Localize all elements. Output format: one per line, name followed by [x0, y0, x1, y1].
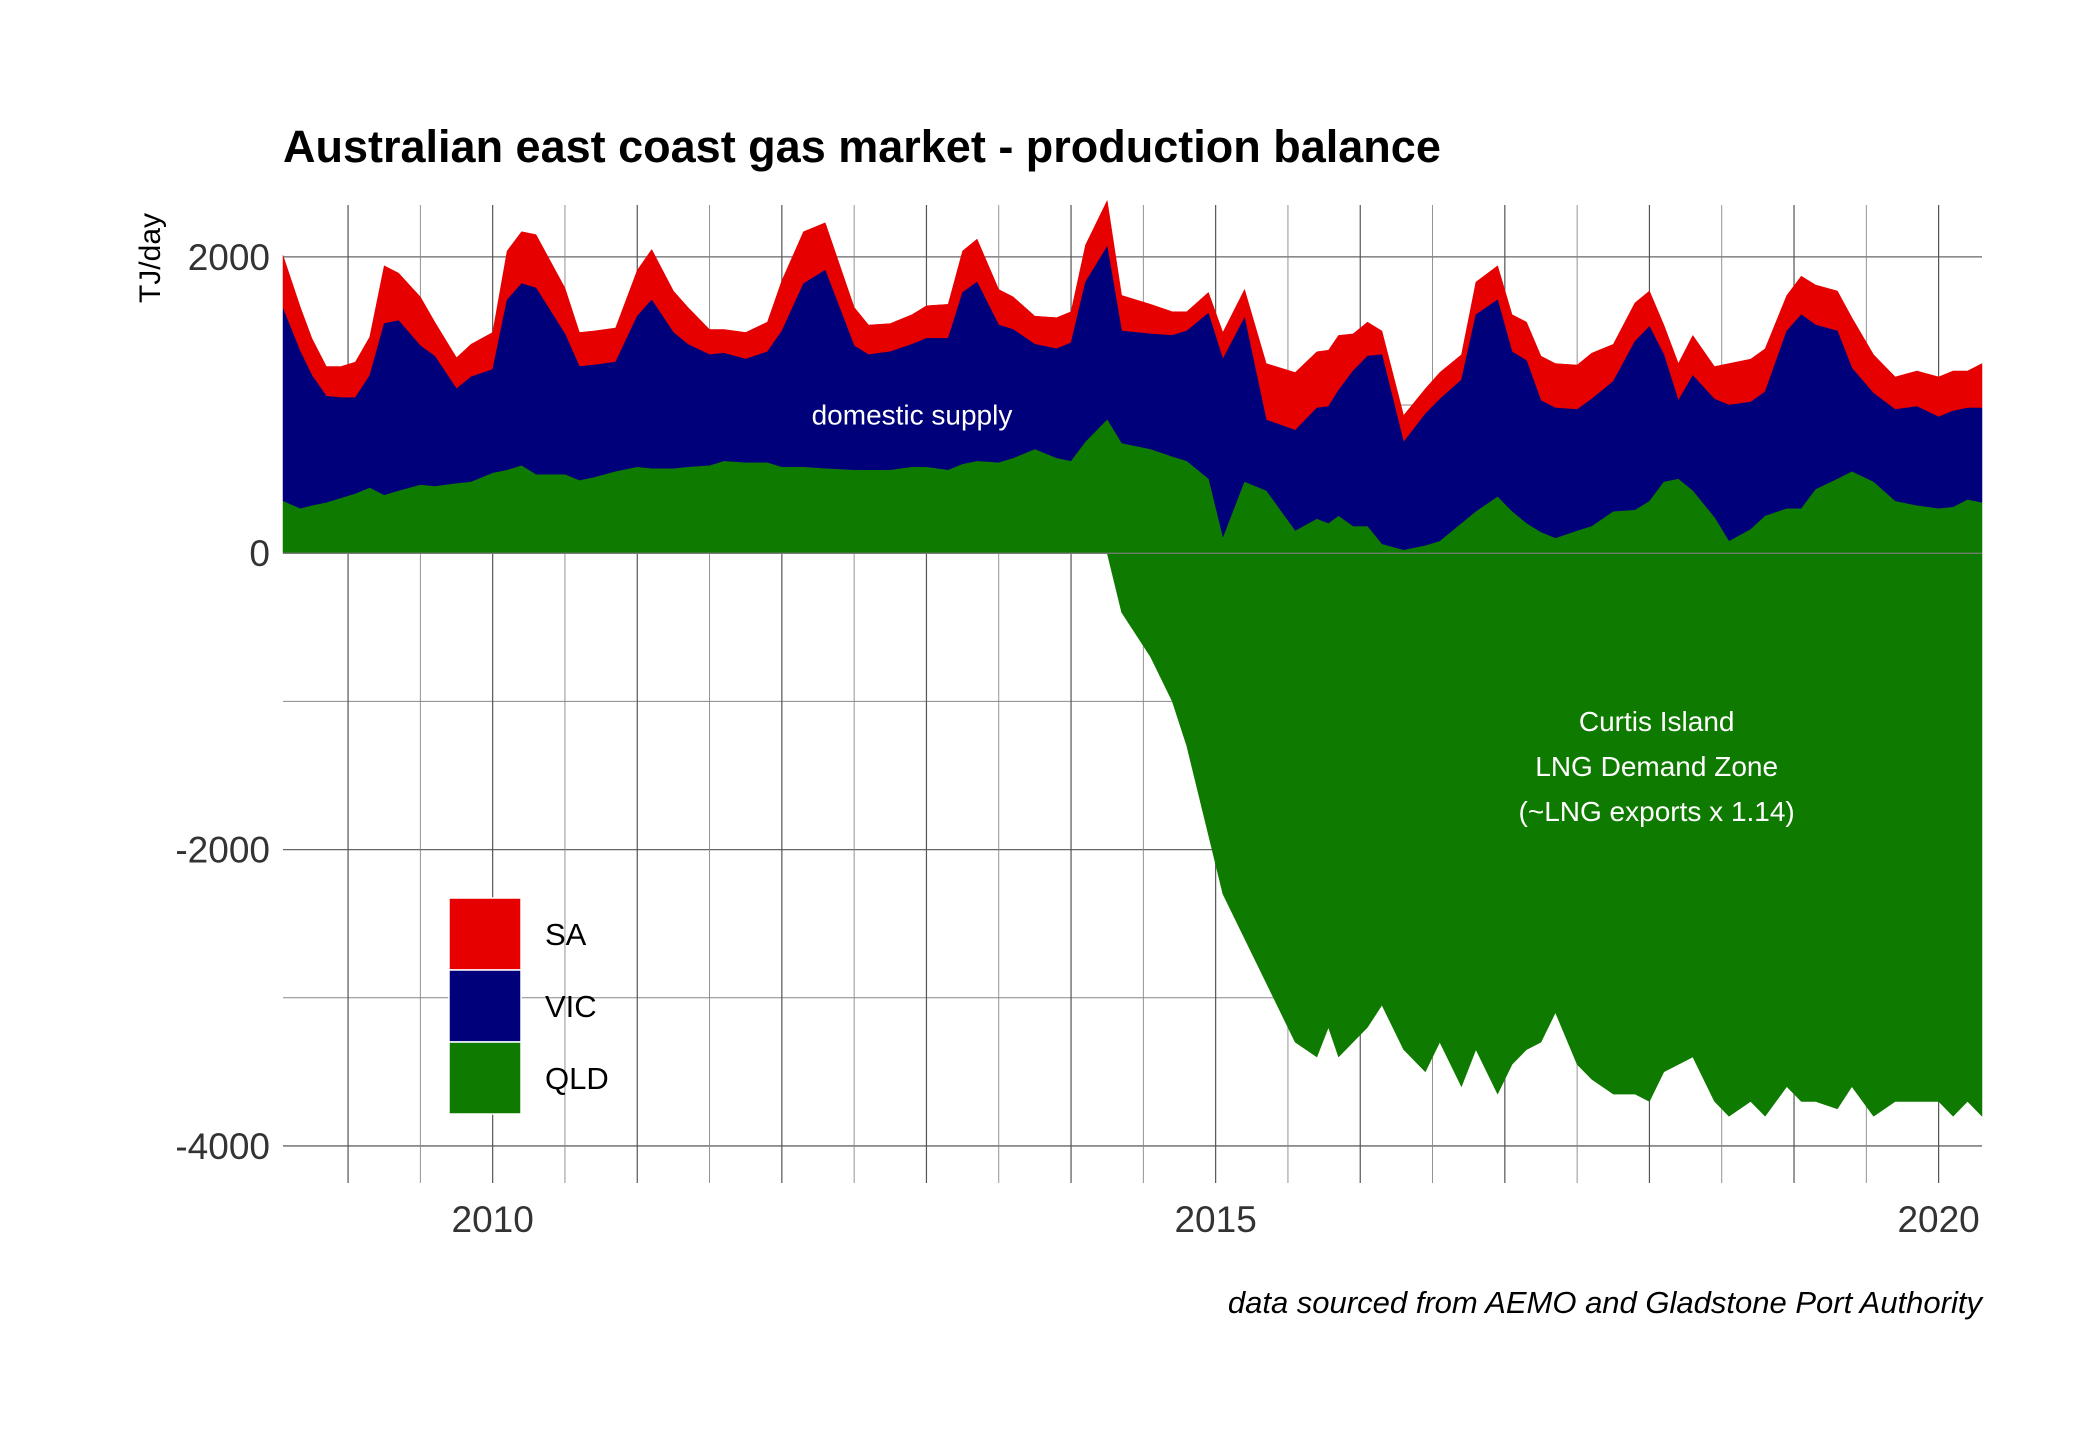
x-tick-label: 2015 — [1174, 1199, 1256, 1240]
legend-label-vic: VIC — [545, 989, 597, 1024]
y-tick-label: -2000 — [175, 830, 270, 871]
chart-title: Australian east coast gas market - produ… — [283, 121, 1441, 172]
axes: 2000 0 -2000 -4000 2010 2015 2020 — [175, 237, 1979, 1240]
annotation-1-line-0: Curtis Island — [1579, 706, 1735, 737]
y-axis-label: TJ/day — [134, 213, 167, 303]
annotation-1-line-1: LNG Demand Zone — [1535, 751, 1778, 782]
legend: SA VIC QLD — [448, 897, 609, 1115]
annotation-1-line-2: (~LNG exports x 1.14) — [1519, 796, 1795, 827]
x-tick-label: 2020 — [1897, 1199, 1979, 1240]
x-tick-label: 2010 — [452, 1199, 534, 1240]
y-tick-label: -4000 — [175, 1126, 270, 1167]
legend-key-sa — [448, 897, 522, 971]
plot-areas — [282, 199, 1983, 1117]
y-tick-label: 0 — [249, 533, 270, 574]
legend-key-vic — [448, 969, 522, 1043]
y-tick-label: 2000 — [188, 237, 270, 278]
legend-label-qld: QLD — [545, 1061, 609, 1096]
annotation-0-line-0: domestic supply — [812, 399, 1013, 430]
legend-label-sa: SA — [545, 917, 587, 952]
legend-key-qld — [448, 1041, 522, 1115]
chart-caption: data sourced from AEMO and Gladstone Por… — [1228, 1285, 1985, 1320]
annotations: domestic supply Curtis Island LNG Demand Z… — [812, 399, 1795, 827]
